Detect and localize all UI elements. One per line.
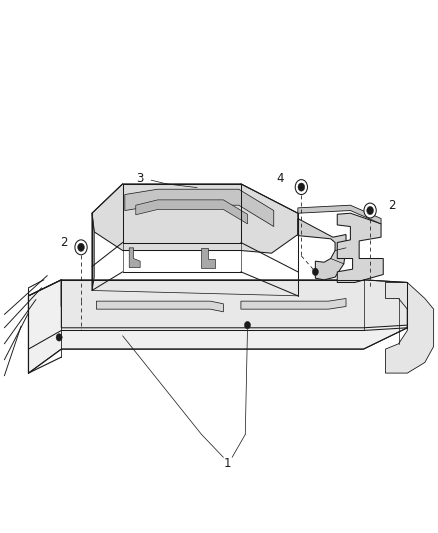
Circle shape	[295, 180, 307, 195]
Polygon shape	[92, 213, 94, 290]
Polygon shape	[201, 248, 215, 268]
Text: 2: 2	[388, 199, 396, 212]
Polygon shape	[298, 205, 381, 224]
Text: 4: 4	[276, 172, 284, 185]
Polygon shape	[96, 301, 223, 312]
Circle shape	[56, 334, 62, 341]
Polygon shape	[337, 213, 383, 282]
Polygon shape	[92, 184, 298, 253]
Polygon shape	[136, 200, 247, 224]
Polygon shape	[61, 280, 407, 328]
Text: 2: 2	[60, 236, 67, 249]
Polygon shape	[125, 189, 274, 227]
Polygon shape	[241, 298, 346, 309]
Circle shape	[78, 243, 85, 252]
Text: 3: 3	[137, 172, 144, 185]
Circle shape	[312, 268, 318, 276]
Circle shape	[244, 321, 251, 329]
Polygon shape	[385, 282, 434, 373]
Polygon shape	[28, 280, 407, 373]
Polygon shape	[129, 248, 140, 268]
Polygon shape	[298, 219, 346, 280]
Circle shape	[298, 183, 305, 191]
Circle shape	[367, 206, 374, 215]
Circle shape	[75, 240, 87, 255]
Circle shape	[364, 203, 376, 218]
Text: 1: 1	[224, 457, 232, 470]
